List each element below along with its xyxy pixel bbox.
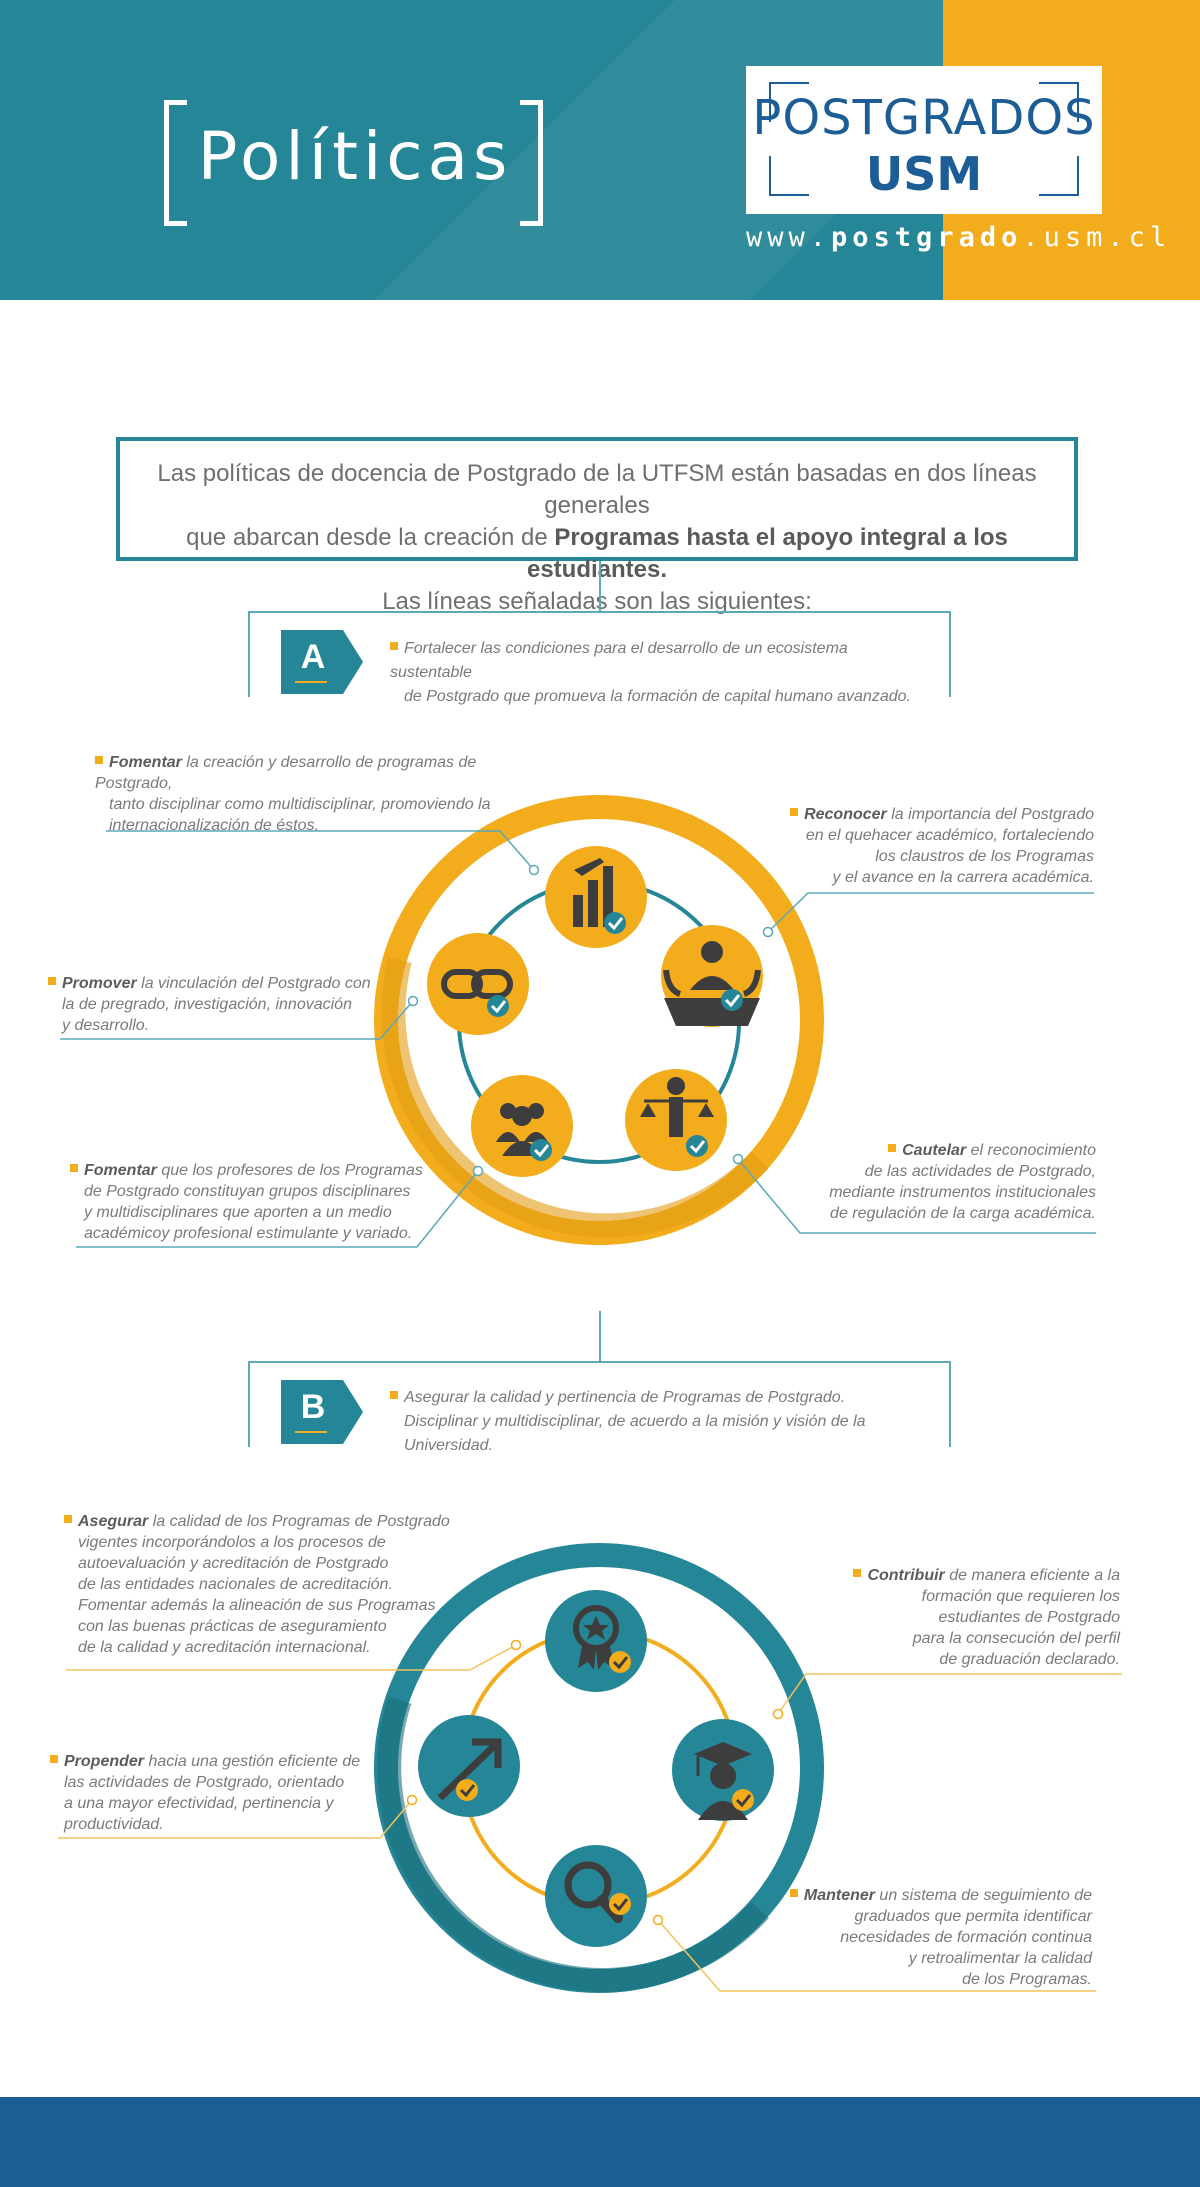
medal-icon <box>545 1590 647 1692</box>
section-a-tag <box>281 630 363 694</box>
section-b-letter: B <box>300 1388 326 1426</box>
intro-line-2: que abarcan desde la creación de Program… <box>186 524 1008 583</box>
title-bracket-right <box>520 100 543 226</box>
intro-box: Las políticas de docencia de Postgrado d… <box>116 437 1078 615</box>
title-bracket-left <box>164 100 187 226</box>
section-a-letter: A <box>300 638 326 676</box>
group-icon <box>471 1075 573 1177</box>
section-b-tag <box>281 1380 363 1444</box>
section-a-note-reconocer: Reconocer la importancia del Postgrado e… <box>770 804 1094 888</box>
link-icon <box>427 933 529 1035</box>
section-a-box <box>248 611 951 697</box>
section-a-inner-ring <box>457 880 741 1164</box>
intro-line-1: Las políticas de docencia de Postgrado d… <box>157 460 1037 519</box>
footer-bar <box>0 2097 1200 2187</box>
page-title: Políticas <box>197 118 513 195</box>
section-a-note-cautelar: Cautelar el reconocimiento de las activi… <box>829 1142 1096 1222</box>
logo-text-postgrados: POSTGRADOS <box>752 90 1096 146</box>
magnifier-icon <box>545 1845 647 1947</box>
section-a-description: Fortalecer las condiciones para el desar… <box>390 640 911 705</box>
section-b-note-mantener: Mantener un sistema de seguimiento de gr… <box>770 1885 1092 1990</box>
growth-arrow-icon <box>418 1715 520 1817</box>
logo-text-usm: USM <box>865 147 983 201</box>
section-a-note-promover: Promover la vinculación del Postgrado co… <box>48 973 378 1036</box>
logo <box>746 66 1102 214</box>
intro-line-3: Las líneas señaladas son las siguientes: <box>382 588 812 615</box>
section-a-note-fomentar-programas: Fomentar la creación y desarrollo de pro… <box>95 754 491 834</box>
section-b-note-asegurar: Asegurar la calidad de los Programas de … <box>64 1511 484 1658</box>
section-b-description: Asegurar la calidad y pertinencia de Pro… <box>390 1386 950 1458</box>
connector-line <box>599 561 601 611</box>
connector-line-b <box>599 1311 601 1361</box>
logo-frame <box>769 82 1079 196</box>
graduate-icon <box>672 1719 774 1821</box>
plane-chart-icon <box>545 846 647 948</box>
section-a-note-fomentar-profesores: Fomentar que los profesores de los Progr… <box>70 1160 430 1244</box>
section-b-box <box>248 1361 951 1447</box>
website-url[interactable]: www.postgrado.usm.cl <box>746 222 1172 253</box>
section-b-note-propender: Propender hacia una gestión eficiente de… <box>50 1751 370 1835</box>
section-b-inner-ring <box>460 1629 738 1907</box>
section-b-note-contribuir: Contribuir de manera eficiente a la form… <box>830 1565 1120 1670</box>
presenter-icon <box>661 925 763 1027</box>
balance-person-icon <box>625 1069 727 1171</box>
section-a-outer-ring <box>374 795 824 1245</box>
